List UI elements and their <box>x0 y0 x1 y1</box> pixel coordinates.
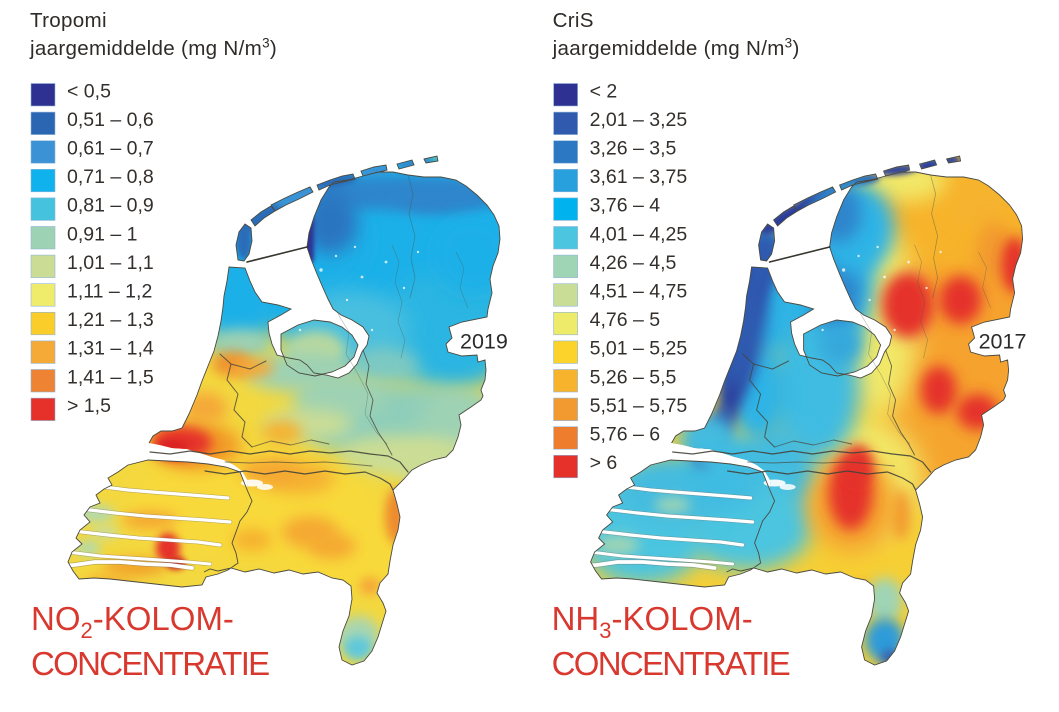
svg-text:4,26 – 4,5: 4,26 – 4,5 <box>590 252 677 274</box>
svg-text:0,51 – 0,6: 0,51 – 0,6 <box>67 109 154 131</box>
svg-text:CONCENTRATIE: CONCENTRATIE <box>31 645 269 682</box>
svg-text:2,01 – 3,25: 2,01 – 3,25 <box>590 109 688 131</box>
svg-text:jaargemiddelde (mg N/m3): jaargemiddelde (mg N/m3) <box>29 36 277 61</box>
svg-text:3,61 – 3,75: 3,61 – 3,75 <box>590 166 688 188</box>
svg-text:CriS: CriS <box>553 9 594 32</box>
svg-text:1,01 – 1,1: 1,01 – 1,1 <box>67 252 154 274</box>
svg-text:0,91 – 1: 0,91 – 1 <box>67 223 137 245</box>
svg-text:0,71 – 0,8: 0,71 – 0,8 <box>67 166 154 188</box>
svg-text:< 0,5: < 0,5 <box>67 80 111 102</box>
svg-text:5,76 – 6: 5,76 – 6 <box>590 424 660 446</box>
svg-text:1,31 – 1,4: 1,31 – 1,4 <box>67 338 154 360</box>
svg-text:5,26 – 5,5: 5,26 – 5,5 <box>590 366 677 388</box>
svg-text:NO2-KOLOM-: NO2-KOLOM- <box>31 600 234 643</box>
svg-text:4,51 – 4,75: 4,51 – 4,75 <box>590 281 688 303</box>
svg-text:0,81 – 0,9: 0,81 – 0,9 <box>67 195 154 217</box>
svg-text:CONCENTRATIE: CONCENTRATIE <box>552 645 790 682</box>
svg-text:5,51 – 5,75: 5,51 – 5,75 <box>590 395 688 417</box>
svg-text:3,76 – 4: 3,76 – 4 <box>590 195 661 217</box>
svg-text:2017: 2017 <box>979 330 1027 354</box>
svg-text:1,41 – 1,5: 1,41 – 1,5 <box>67 366 154 388</box>
svg-text:Tropomi: Tropomi <box>30 9 107 32</box>
svg-text:4,01 – 4,25: 4,01 – 4,25 <box>590 223 688 245</box>
svg-text:1,11 – 1,2: 1,11 – 1,2 <box>67 281 152 303</box>
svg-text:> 6: > 6 <box>590 452 618 474</box>
svg-text:0,61 – 0,7: 0,61 – 0,7 <box>67 138 154 160</box>
svg-text:jaargemiddelde (mg N/m3): jaargemiddelde (mg N/m3) <box>552 36 800 61</box>
svg-text:NH3-KOLOM-: NH3-KOLOM- <box>552 600 753 643</box>
svg-text:5,01 – 5,25: 5,01 – 5,25 <box>590 338 688 360</box>
svg-text:1,21 – 1,3: 1,21 – 1,3 <box>67 309 154 331</box>
svg-text:3,26 – 3,5: 3,26 – 3,5 <box>590 138 677 160</box>
svg-text:4,76 – 5: 4,76 – 5 <box>590 309 661 331</box>
svg-text:< 2: < 2 <box>590 80 618 102</box>
svg-text:2019: 2019 <box>460 330 508 354</box>
svg-text:> 1,5: > 1,5 <box>67 395 111 417</box>
